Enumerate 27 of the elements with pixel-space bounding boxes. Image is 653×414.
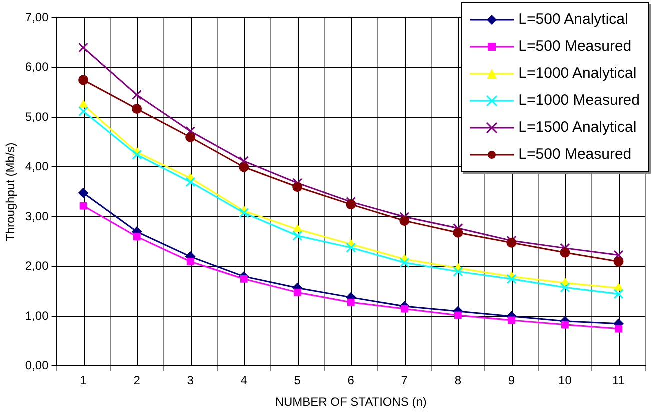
x-tick-label: 3 — [187, 374, 194, 388]
x-tick-label: 1 — [80, 374, 88, 388]
y-tick-label: 7,00 — [25, 10, 50, 24]
y-tick-label: 5,00 — [25, 110, 50, 124]
x-tick-label: 10 — [558, 374, 572, 388]
legend-label: L=1000 Analytical — [518, 65, 637, 82]
y-axis-title: Throughput (Mb/s) — [4, 142, 18, 242]
y-tick-label: 1,00 — [25, 308, 50, 323]
x-tick-label: 6 — [348, 374, 355, 388]
y-tick-label: 0,00 — [25, 358, 50, 373]
legend-label: L=500 Analytical — [518, 11, 628, 28]
y-tick-label: 4,00 — [25, 160, 50, 174]
legend-label: L=1500 Analytical — [518, 119, 637, 136]
x-tick-label: 9 — [508, 374, 516, 388]
x-tick-label: 8 — [454, 374, 462, 388]
legend-label: L=1000 Measured — [518, 92, 640, 109]
x-tick-label: 11 — [612, 374, 626, 388]
x-tick-label: 4 — [240, 374, 248, 388]
x-tick-label: 5 — [294, 374, 302, 388]
y-tick-label: 6,00 — [25, 60, 50, 74]
x-tick-label: 2 — [134, 374, 141, 388]
x-tick-label: 7 — [401, 374, 408, 388]
y-tick-label: 2,00 — [25, 259, 50, 274]
x-axis-title: NUMBER OF STATIONS (n) — [275, 395, 427, 410]
legend-label: L=500 Measured — [518, 146, 632, 163]
legend-label: L=500 Measured — [518, 38, 632, 55]
y-tick-label: 3,00 — [25, 209, 50, 224]
